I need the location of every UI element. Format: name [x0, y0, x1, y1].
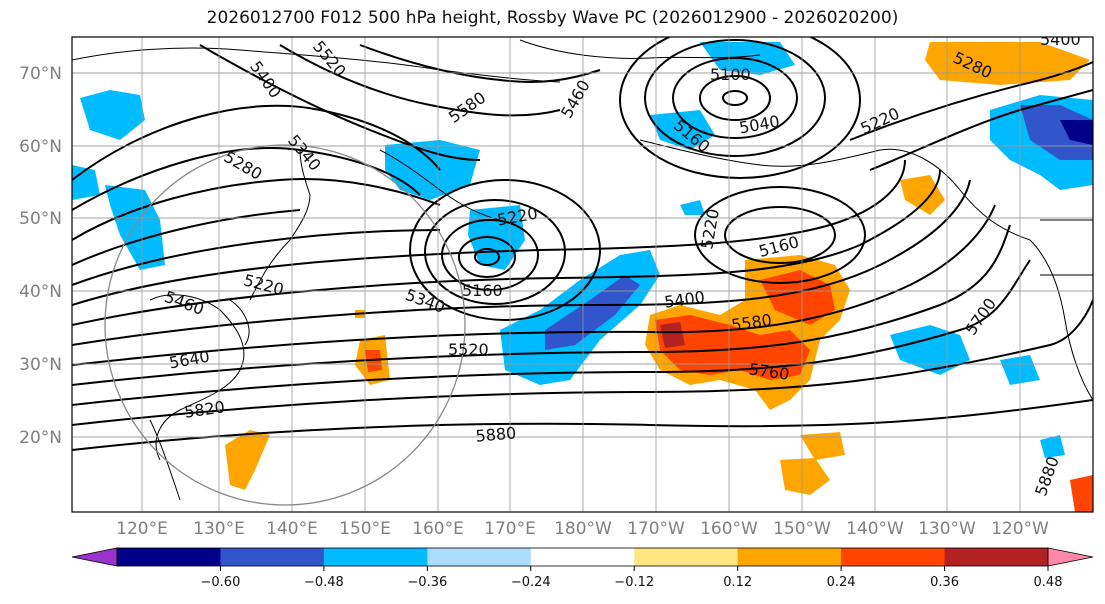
colorbar-segment	[634, 548, 739, 566]
lon-label: 160°E	[412, 519, 464, 539]
lon-label: 120°E	[116, 519, 168, 539]
lat-label: 50°N	[19, 209, 62, 229]
colorbar: −0.60 −0.48 −0.36 −0.24 −0.12 0.12 0.24 0.36 0.4…	[71, 547, 1094, 590]
contour-label: 5400	[1040, 30, 1081, 49]
lon-label: 150°W	[773, 519, 831, 539]
lon-label: 180°W	[554, 519, 612, 539]
colorbar-segment	[737, 548, 842, 566]
lat-label: 20°N	[19, 428, 62, 448]
colorbar-extend-left	[71, 547, 118, 567]
colorbar-segment	[944, 548, 1049, 566]
colorbar-tick-label: −0.24	[511, 575, 551, 590]
lon-label: 140°W	[846, 519, 904, 539]
colorbar-tick-label: 0.12	[723, 575, 752, 590]
colorbar-segment	[530, 548, 635, 566]
map-title: 2026012700 F012 500 hPa height, Rossby W…	[206, 8, 899, 28]
colorbar-tick-label: 0.36	[930, 575, 959, 590]
lon-label: 150°E	[339, 519, 391, 539]
contour-label: 5520	[448, 340, 489, 359]
colorbar-outline	[116, 547, 1049, 567]
contour-label: 5100	[710, 65, 751, 84]
map-frame	[71, 36, 1094, 513]
lon-label: 170°E	[484, 519, 536, 539]
contour-label: 5160	[462, 281, 503, 300]
lon-label: 130°E	[193, 519, 245, 539]
colorbar-segment	[427, 548, 532, 566]
colorbar-segment	[220, 548, 325, 566]
lon-label: 130°W	[918, 519, 976, 539]
map-background	[72, 37, 1093, 512]
coastlines	[72, 39, 1093, 501]
graticule	[72, 37, 1093, 512]
lon-label: 140°E	[266, 519, 318, 539]
lat-label: 40°N	[19, 282, 62, 302]
colorbar-segment	[323, 548, 428, 566]
colorbar-tick-label: 0.24	[827, 575, 856, 590]
reference-circle	[104, 144, 466, 506]
longitude-labels: 120°E 130°E 140°E 150°E 160°E 170°E 180°…	[116, 519, 1049, 539]
contour-label: 5880	[475, 423, 517, 445]
colorbar-tick-label: −0.36	[407, 575, 447, 590]
lat-label: 70°N	[19, 64, 62, 84]
colorbar-tick-label: −0.12	[614, 575, 654, 590]
lon-label: 120°W	[991, 519, 1049, 539]
lon-label: 160°W	[700, 519, 758, 539]
colorbar-tick-label: −0.60	[201, 575, 241, 590]
lon-label: 170°W	[627, 519, 685, 539]
height-contours	[72, 37, 1093, 451]
colorbar-tick-label: 0.48	[1034, 575, 1063, 590]
colorbar-segment	[841, 548, 946, 566]
colorbar-tick-label: −0.48	[304, 575, 344, 590]
colorbar-segment	[117, 548, 221, 566]
lat-label: 30°N	[19, 355, 62, 375]
lat-label: 60°N	[19, 137, 62, 157]
latitude-labels: 70°N 60°N 50°N 40°N 30°N 20°N	[19, 64, 62, 448]
colorbar-extend-right	[1047, 547, 1094, 567]
